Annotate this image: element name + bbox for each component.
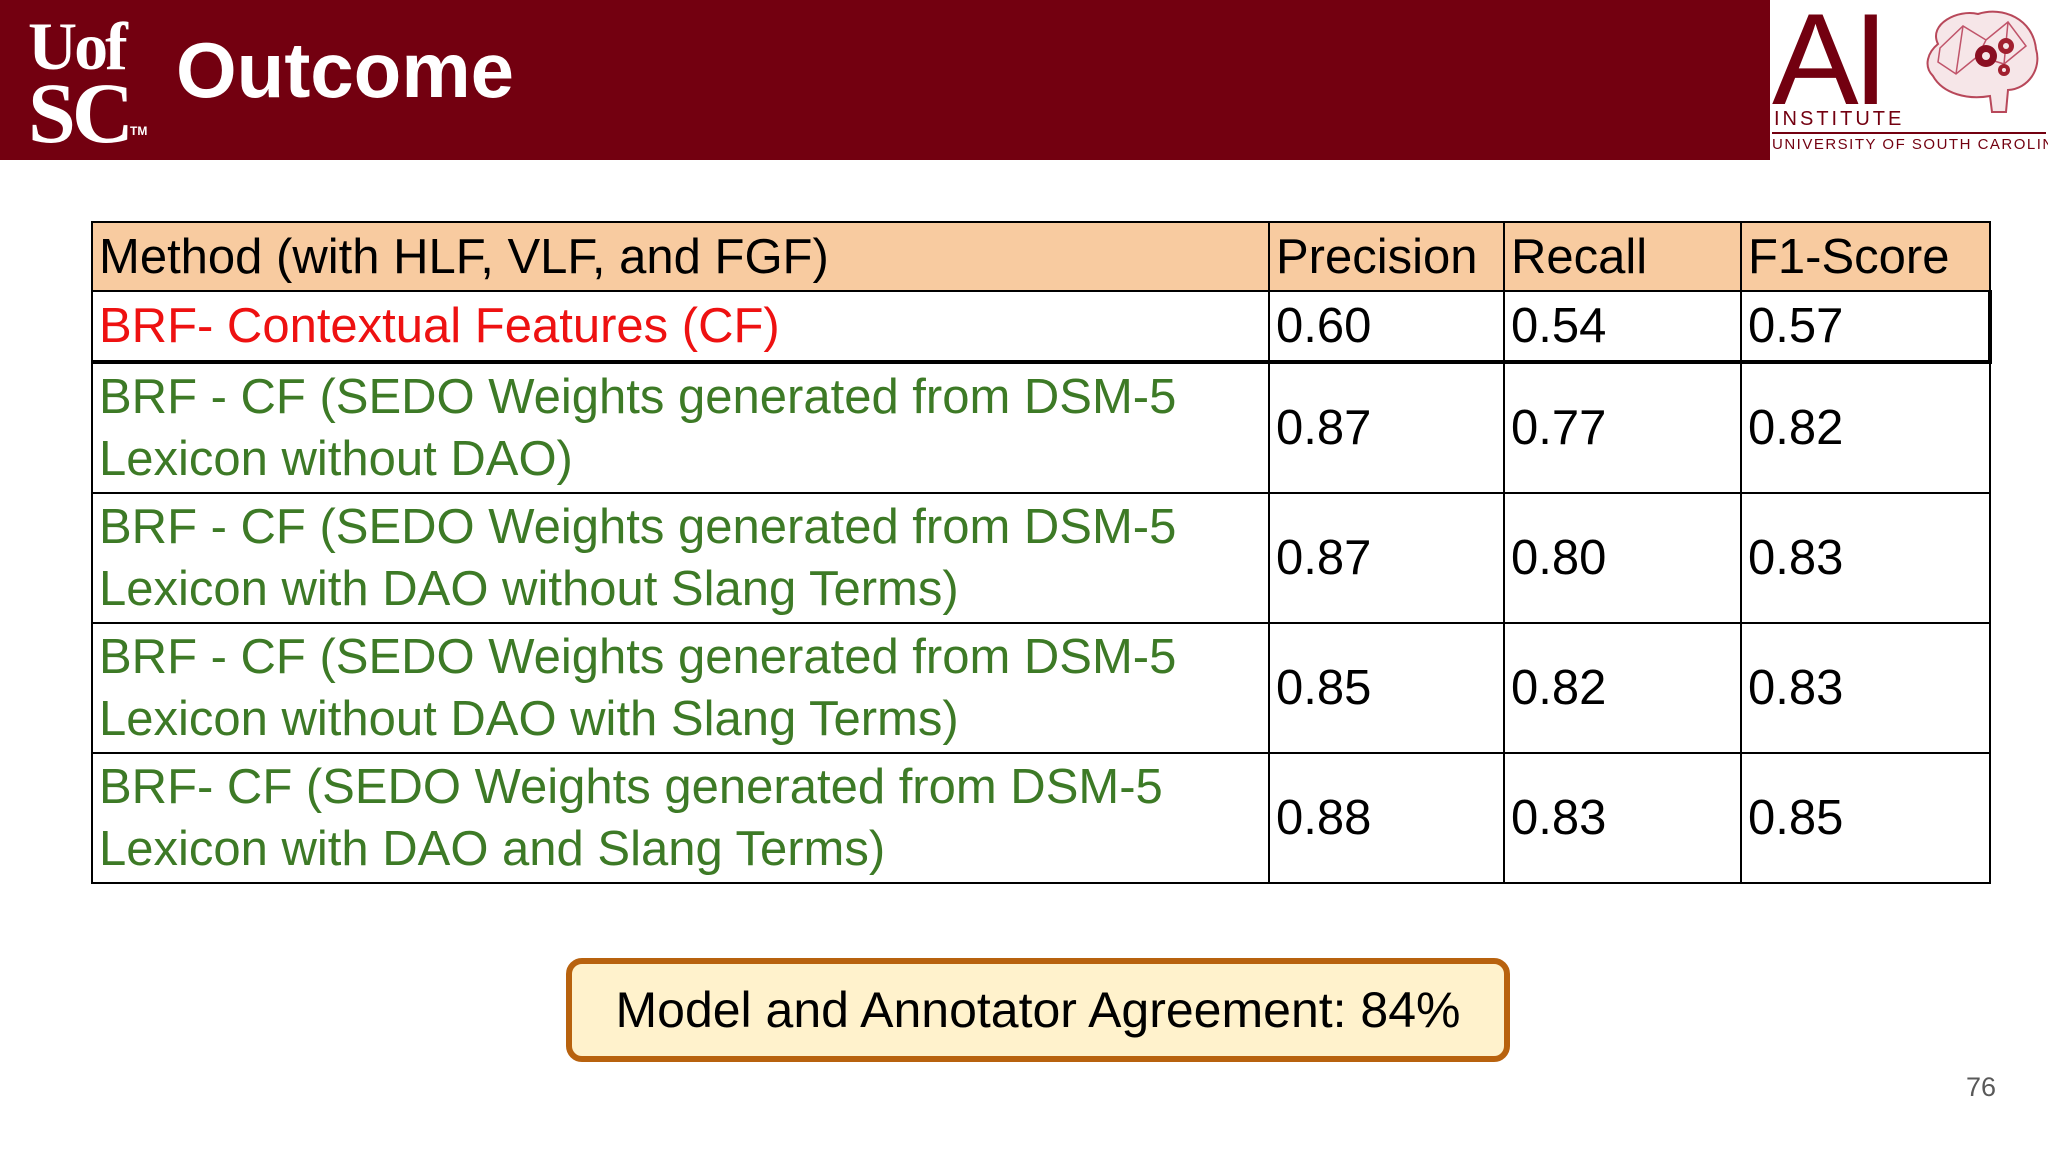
- f1-cell: 0.83: [1740, 622, 1991, 754]
- results-table: Method (with HLF, VLF, and FGF) Precisio…: [91, 221, 1992, 884]
- table-row: BRF - CF (SEDO Weights generated from DS…: [91, 622, 1991, 754]
- recall-cell: 0.82: [1503, 622, 1742, 754]
- logo-line-2: SC: [28, 65, 134, 161]
- recall-cell: 0.80: [1503, 492, 1742, 624]
- recall-cell: 0.77: [1503, 361, 1742, 494]
- precision-cell: 0.87: [1268, 492, 1505, 624]
- table-row: BRF - CF (SEDO Weights generated from DS…: [91, 492, 1991, 624]
- method-line-1: BRF- CF (SEDO Weights generated from DSM…: [99, 760, 1163, 814]
- ai-logo-university: UNIVERSITY OF SOUTH CAROLINA: [1772, 136, 2048, 153]
- agreement-callout: Model and Annotator Agreement: 84%: [566, 958, 1510, 1062]
- method-line-1: BRF - CF (SEDO Weights generated from DS…: [99, 630, 1177, 684]
- recall-cell: 0.83: [1503, 752, 1742, 884]
- precision-cell: 0.88: [1268, 752, 1505, 884]
- page-number: 76: [1966, 1072, 1997, 1102]
- method-line-2: Lexicon without DAO): [99, 432, 573, 486]
- precision-cell: 0.87: [1268, 361, 1505, 494]
- slide-title: Outcome: [176, 26, 515, 114]
- header-method: Method (with HLF, VLF, and FGF): [91, 221, 1270, 292]
- precision-cell: 0.85: [1268, 622, 1505, 754]
- method-line-1: BRF - CF (SEDO Weights generated from DS…: [99, 500, 1177, 554]
- f1-cell: 0.57: [1740, 290, 1992, 364]
- table-row: BRF- Contextual Features (CF) 0.60 0.54 …: [91, 290, 1992, 364]
- method-line-1: BRF - CF (SEDO Weights generated from DS…: [99, 370, 1177, 424]
- uofsc-logo: Uof SC TM: [0, 0, 158, 160]
- ai-logo-institute: INSTITUTE: [1774, 108, 1905, 130]
- f1-cell: 0.85: [1740, 752, 1991, 884]
- method-cell: BRF- Contextual Features (CF): [91, 290, 1270, 364]
- logo-line-1: Uof: [28, 8, 128, 84]
- table-row: BRF- CF (SEDO Weights generated from DSM…: [91, 752, 1991, 884]
- logo-trademark: TM: [130, 124, 148, 138]
- f1-cell: 0.82: [1740, 361, 1991, 494]
- precision-cell: 0.60: [1268, 290, 1505, 364]
- f1-cell: 0.83: [1740, 492, 1991, 624]
- ai-logo-letters: AI: [1772, 0, 1889, 132]
- brain-gears-icon: [1926, 10, 2039, 113]
- table-header-row: Method (with HLF, VLF, and FGF) Precisio…: [91, 221, 1991, 292]
- method-cell: BRF - CF (SEDO Weights generated from DS…: [91, 622, 1270, 754]
- recall-cell: 0.54: [1503, 290, 1742, 364]
- header-bar: [0, 0, 1770, 160]
- header-precision: Precision: [1268, 221, 1505, 292]
- method-line-2: Lexicon without DAO with Slang Terms): [99, 692, 959, 746]
- ai-logo-divider: [1772, 132, 2046, 134]
- header-recall: Recall: [1503, 221, 1742, 292]
- header-f1-score: F1-Score: [1740, 221, 1991, 292]
- table-row: BRF - CF (SEDO Weights generated from DS…: [91, 361, 1991, 494]
- method-line-2: Lexicon with DAO without Slang Terms): [99, 562, 959, 616]
- method-line-2: Lexicon with DAO and Slang Terms): [99, 822, 886, 876]
- method-cell: BRF - CF (SEDO Weights generated from DS…: [91, 492, 1270, 624]
- method-cell: BRF- CF (SEDO Weights generated from DSM…: [91, 752, 1270, 884]
- method-cell: BRF - CF (SEDO Weights generated from DS…: [91, 361, 1270, 494]
